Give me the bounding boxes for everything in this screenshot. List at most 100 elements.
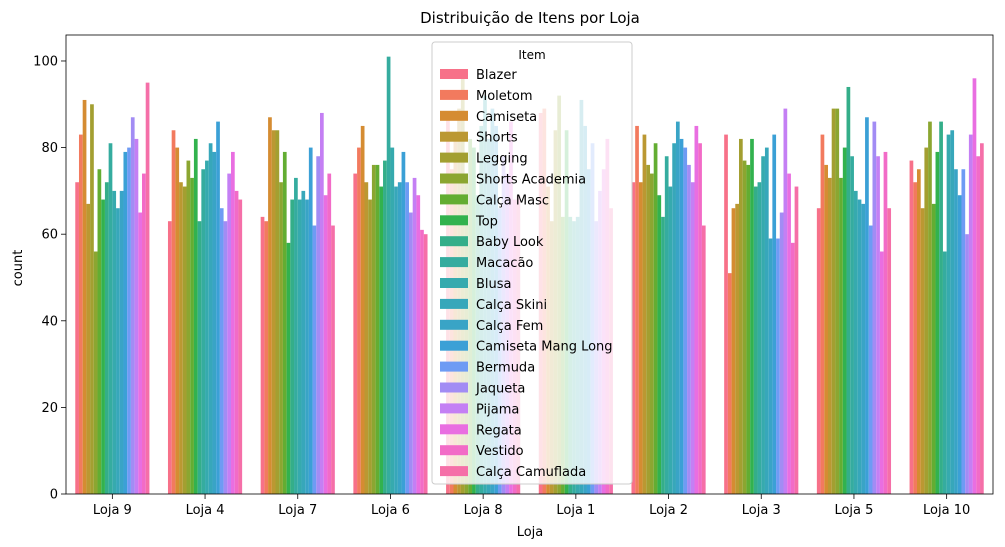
bar-jaqueta-loja-3 <box>779 212 784 495</box>
bar-regata-loja-10 <box>972 78 977 495</box>
bar-vestido-loja-10 <box>976 156 981 494</box>
bar-shorts-academia-loja-5 <box>835 108 840 495</box>
bar-legging-loja-4 <box>182 186 187 494</box>
x-tick-label: Loja 3 <box>742 503 781 518</box>
bar-vestido-loja-5 <box>883 151 888 495</box>
bar-top-loja-9 <box>101 199 105 495</box>
bar-blusa-loja-3 <box>761 156 765 494</box>
bar-blazer-loja-3 <box>724 134 728 494</box>
bar-camiseta-loja-3 <box>731 208 736 494</box>
bar-pijama-loja-7 <box>320 112 324 494</box>
bar-top-loja-4 <box>193 138 198 495</box>
legend-swatch <box>440 319 468 330</box>
legend-entry: Top <box>475 214 498 229</box>
legend-entry: Legging <box>476 152 528 167</box>
bar-cal-a-skini-loja-4 <box>208 143 213 494</box>
legend-swatch <box>440 173 468 184</box>
legend-swatch <box>440 466 468 477</box>
x-tick-label: Loja 7 <box>278 503 317 518</box>
bar-top-loja-10 <box>935 151 940 495</box>
legend-entry: Camiseta Mang Long <box>476 340 613 355</box>
x-axis-label: Loja <box>517 525 544 540</box>
legend-entry: Regata <box>476 423 522 438</box>
bar-camiseta-loja-10 <box>916 169 921 495</box>
bar-cal-a-camuflada-loja-7 <box>331 225 335 494</box>
bar-macac-o-loja-9 <box>108 143 113 494</box>
legend-entry: Calça Camuflada <box>476 465 586 480</box>
bar-camiseta-loja-7 <box>268 117 272 495</box>
bar-macac-o-loja-2 <box>664 156 669 494</box>
bar-bermuda-loja-3 <box>776 238 780 494</box>
legend-swatch <box>440 298 468 309</box>
bar-cal-a-fem-loja-9 <box>119 190 124 494</box>
bar-regata-loja-9 <box>138 212 143 495</box>
bar-blazer-loja-10 <box>909 160 914 494</box>
legend-swatch <box>440 131 468 142</box>
bar-baby-look-loja-5 <box>846 86 851 495</box>
legend-swatch <box>440 110 468 121</box>
bar-macac-o-loja-10 <box>942 251 947 494</box>
bar-shorts-loja-5 <box>827 177 832 494</box>
bar-pijama-loja-6 <box>412 177 417 494</box>
bar-cal-a-fem-loja-3 <box>768 238 773 494</box>
bar-camiseta-loja-2 <box>638 182 643 495</box>
bar-camiseta-mang-long-loja-7 <box>308 147 313 494</box>
bar-cal-a-skini-loja-10 <box>950 130 955 494</box>
bar-bermuda-loja-6 <box>405 182 409 495</box>
bar-jaqueta-loja-5 <box>872 121 877 494</box>
bar-legging-loja-2 <box>646 164 651 494</box>
bar-baby-look-loja-10 <box>939 121 943 494</box>
legend-entry: Macacão <box>476 256 533 271</box>
bar-vestido-loja-2 <box>698 143 702 494</box>
bar-cal-a-masc-loja-5 <box>839 177 843 494</box>
bar-jaqueta-loja-7 <box>316 156 320 494</box>
bar-shorts-loja-2 <box>642 134 647 494</box>
bar-cal-a-masc-loja-4 <box>190 177 194 494</box>
bar-top-loja-3 <box>750 138 754 495</box>
bar-shorts-academia-loja-7 <box>279 182 283 495</box>
bar-pijama-loja-5 <box>876 156 880 494</box>
bar-cal-a-skini-loja-2 <box>672 143 676 494</box>
bar-pijama-loja-4 <box>227 173 232 494</box>
bar-camiseta-mang-long-loja-2 <box>679 138 684 495</box>
x-tick-label: Loja 1 <box>556 503 595 518</box>
bar-moletom-loja-5 <box>820 134 825 494</box>
bar-moletom-loja-3 <box>727 273 732 494</box>
bar-pijama-loja-9 <box>134 138 139 495</box>
bar-vestido-loja-7 <box>327 173 332 494</box>
legend-swatch <box>440 361 468 372</box>
bar-vestido-loja-6 <box>420 229 424 495</box>
bar-blusa-loja-6 <box>390 147 395 494</box>
bar-legging-loja-3 <box>739 138 743 495</box>
bar-jaqueta-loja-4 <box>223 221 228 494</box>
legend-entry: Jaqueta <box>475 382 525 397</box>
legend-entry: Calça Skini <box>476 298 547 313</box>
bar-cal-a-fem-loja-10 <box>954 169 958 495</box>
bar-blazer-loja-9 <box>75 182 79 495</box>
y-tick-label: 60 <box>41 228 58 243</box>
bar-blazer-loja-5 <box>816 208 821 494</box>
y-tick-label: 0 <box>50 488 58 503</box>
bar-camiseta-loja-5 <box>824 164 828 494</box>
bar-cal-a-masc-loja-6 <box>375 164 380 494</box>
bar-moletom-loja-7 <box>264 221 269 494</box>
bar-cal-a-skini-loja-3 <box>764 147 769 494</box>
bar-cal-a-fem-loja-4 <box>212 151 217 495</box>
bar-jaqueta-loja-10 <box>965 234 969 494</box>
bar-pijama-loja-3 <box>783 108 788 495</box>
bar-blusa-loja-7 <box>297 199 302 495</box>
bar-legging-loja-7 <box>275 130 280 494</box>
legend-entry: Calça Fem <box>476 319 543 334</box>
bar-cal-a-fem-loja-7 <box>305 199 309 495</box>
legend-entry: Calça Masc <box>476 193 549 208</box>
bar-bermuda-loja-10 <box>961 169 966 495</box>
bar-legging-loja-9 <box>90 104 94 494</box>
bar-top-loja-7 <box>286 242 291 494</box>
legend-swatch <box>440 403 468 414</box>
legend-swatch <box>440 89 468 100</box>
x-tick-label: Loja 4 <box>186 503 225 518</box>
bar-blusa-loja-4 <box>205 160 209 494</box>
y-tick-label: 40 <box>41 314 58 329</box>
bar-cal-a-masc-loja-9 <box>97 169 102 495</box>
